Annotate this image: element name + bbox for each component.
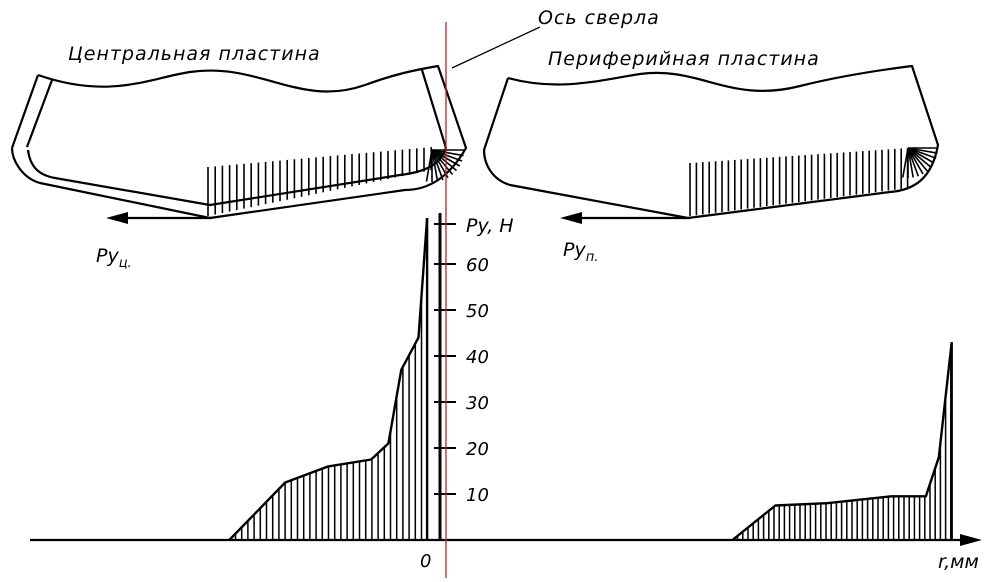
- y-tick-label: 20: [466, 439, 489, 460]
- y-tick-label: 10: [466, 485, 489, 506]
- plate-fan-line: [907, 147, 937, 160]
- plate-fan-line: [431, 149, 454, 176]
- force-series-2: [731, 342, 953, 541]
- y-tick-label: 60: [466, 255, 489, 276]
- force-charts: [228, 217, 953, 541]
- plate-fan-line: [431, 149, 439, 182]
- label-force-peripheral: Pyп.: [563, 239, 598, 265]
- plate-fan-line: [902, 147, 909, 178]
- drill-axis-leader: [451, 26, 541, 69]
- peripheral-plate-hatching: [689, 147, 938, 216]
- plate-fan-line: [425, 149, 433, 182]
- central-plate-left-edge: [10, 74, 40, 149]
- central-plate-outline: [10, 64, 468, 220]
- force-series-1: [228, 217, 429, 541]
- y-tick-label: 30: [466, 393, 489, 414]
- label-central-plate: Центральная пластина: [68, 43, 321, 65]
- central-plate: [10, 64, 468, 220]
- plate-fan-line: [431, 149, 444, 181]
- label-peripheral-plate: Периферийная пластина: [548, 48, 820, 70]
- central-plate-hatching: [207, 147, 464, 216]
- force-arrow-peripheral: [560, 212, 690, 224]
- plate-fan-line: [431, 149, 449, 179]
- y-axis-label: Py, H: [466, 215, 514, 237]
- force-curve: [228, 217, 429, 541]
- plate-fan-line: [907, 147, 920, 177]
- plate-fan-line: [431, 149, 458, 172]
- plate-fan-line: [907, 147, 928, 172]
- x-axis-label: r,мм: [938, 551, 979, 573]
- x-axis: [30, 534, 982, 546]
- y-tick-label: 50: [466, 301, 489, 322]
- force-arrow-central: [106, 212, 212, 224]
- plate-fan-line: [431, 149, 464, 157]
- label-drill-axis: Ось сверла: [538, 7, 660, 29]
- central-plate-right-inner: [420, 69, 448, 149]
- y-tick-label: 40: [466, 347, 489, 368]
- central-plate-left-inner: [25, 79, 54, 148]
- label-force-central: Pyц.: [96, 245, 132, 271]
- plate-fan-line: [907, 147, 935, 164]
- plate-fan-line: [907, 147, 938, 154]
- plate-fan-line: [431, 149, 463, 162]
- peripheral-plate-outline: [482, 64, 940, 220]
- plate-fan-line: [907, 147, 914, 178]
- origin-label: 0: [420, 551, 431, 572]
- plate-fan-line: [907, 147, 932, 168]
- peripheral-plate: [482, 64, 940, 220]
- force-curve: [731, 342, 953, 541]
- y-ticks: 10 20 30 40 50 60: [434, 223, 489, 506]
- plate-fan-line: [907, 147, 924, 175]
